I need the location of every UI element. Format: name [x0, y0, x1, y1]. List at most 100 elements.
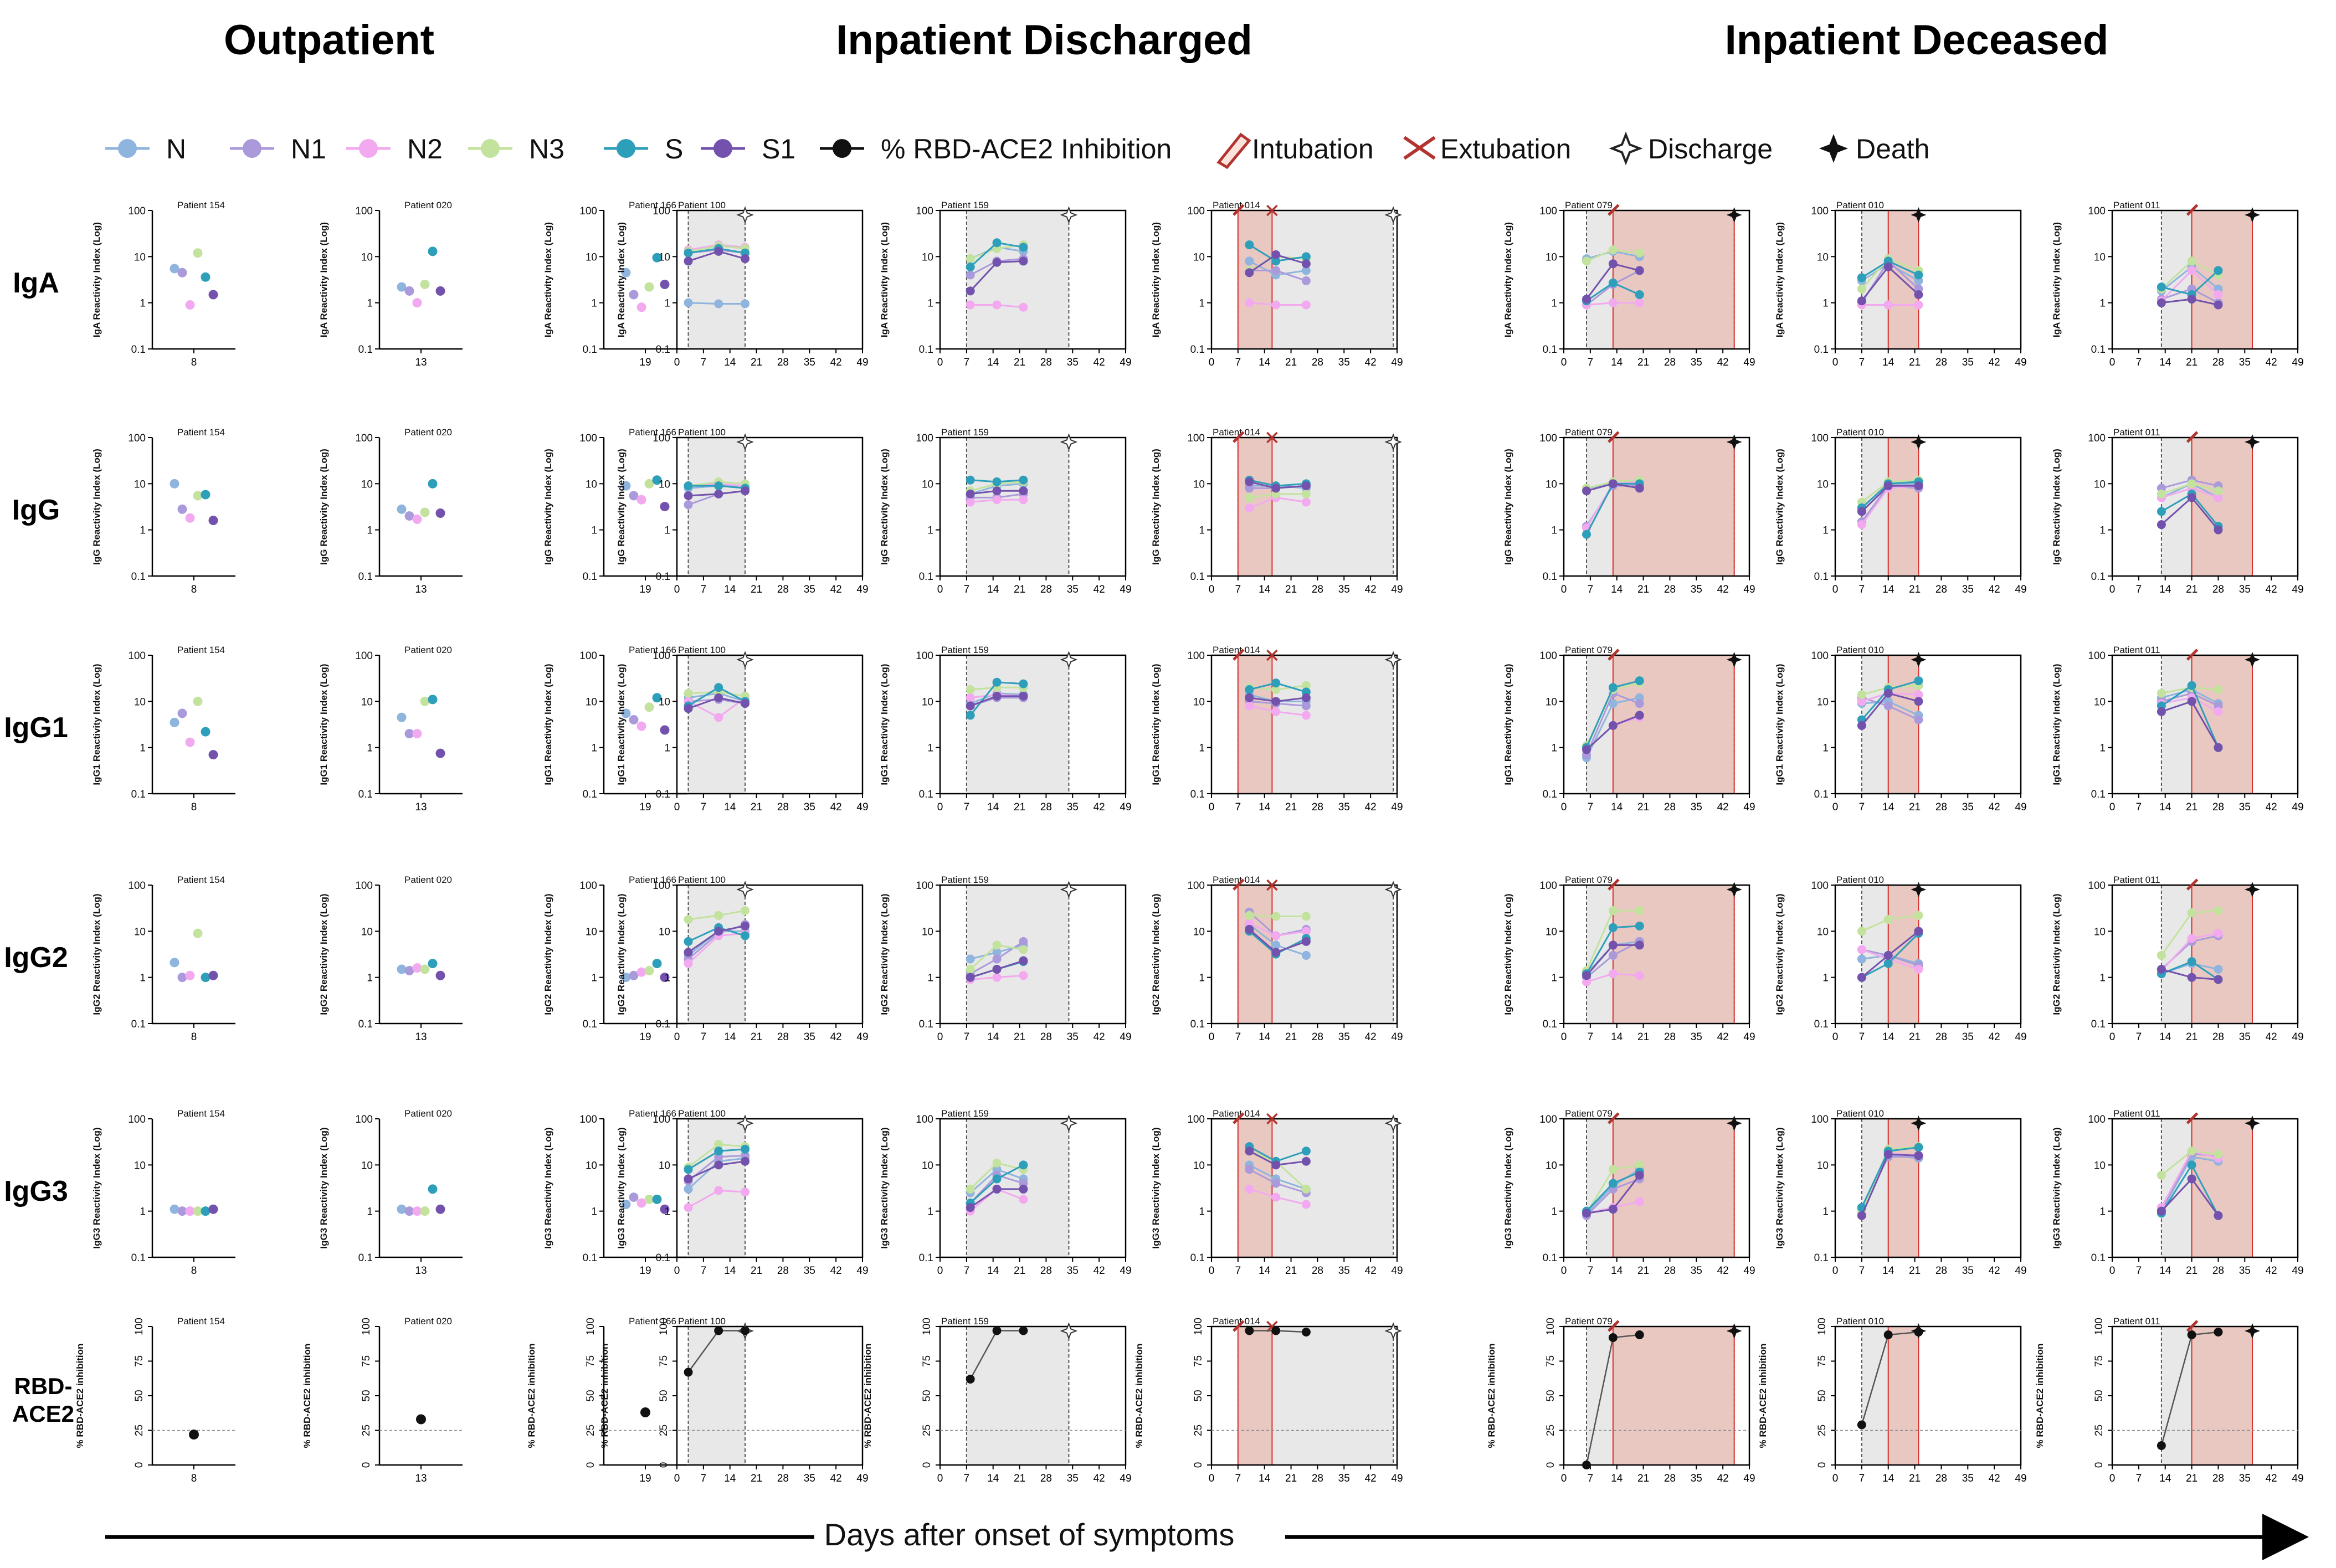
rbd-point — [741, 1326, 750, 1335]
x-tick-label: 0 — [2109, 1473, 2116, 1484]
y-tick-label: 100 — [585, 1318, 597, 1335]
y-tick-label: 25 — [2093, 1425, 2105, 1436]
x-tick-label: 42 — [1717, 1473, 1729, 1484]
point-s1 — [1582, 1209, 1591, 1218]
point-s1 — [741, 486, 750, 496]
point-s1 — [435, 748, 445, 758]
panel-patient-011-iga: 0.1 1 10 100 IgA Reactivity Index (Log) Patie… — [2051, 200, 2304, 368]
x-tick-label: 21 — [1014, 357, 1025, 368]
point-n2 — [1914, 964, 1923, 974]
x-tick-label: 0 — [937, 1473, 943, 1484]
x-tick-label: 14 — [724, 1473, 736, 1484]
y-tick-label: 0.1 — [131, 789, 146, 800]
y-tick-label: 0.1 — [2091, 571, 2106, 583]
y-tick-label: 100 — [2088, 1114, 2106, 1125]
patient-label: Patient 159 — [941, 875, 989, 885]
y-axis-label: % RBD-ACE2 inhibition — [1486, 1344, 1497, 1448]
x-tick-label: 7 — [701, 1473, 707, 1484]
x-tick-label: 28 — [1312, 1265, 1323, 1277]
x-tick-label: 42 — [830, 801, 842, 813]
x-tick-label: 0 — [1832, 357, 1839, 368]
point-s — [1914, 270, 1923, 280]
intubation-marker — [1608, 649, 1620, 661]
icu-shade — [1238, 210, 1272, 349]
point-s1 — [714, 927, 723, 936]
x-tick-label: 21 — [1285, 1473, 1297, 1484]
x-tick-label: 42 — [1093, 584, 1105, 595]
point-s — [201, 490, 211, 500]
discharge-marker — [1060, 1322, 1078, 1340]
x-tick-label: 13 — [415, 801, 427, 813]
point-n3 — [1271, 685, 1281, 695]
x-tick-label: 14 — [1882, 357, 1895, 368]
x-tick-label: 14 — [1611, 801, 1623, 813]
point-s1 — [1635, 266, 1644, 275]
point-n1 — [177, 504, 187, 514]
point-n3 — [193, 1206, 203, 1216]
hospital-shade — [966, 655, 1069, 794]
point-s1 — [435, 970, 445, 980]
point-s1 — [966, 489, 975, 498]
y-tick-label: 0.1 — [131, 1019, 146, 1030]
legend-item-n1: N1 — [230, 133, 326, 164]
patient-label: Patient 079 — [1565, 1316, 1613, 1327]
panel-patient-011-igg2: 0.1 1 10 100 IgG2 Reactivity Index (Log) Pati… — [2051, 875, 2304, 1043]
x-tick-label: 35 — [1067, 584, 1079, 595]
x-tick-label: 13 — [415, 357, 427, 368]
x-tick-label: 28 — [1040, 584, 1052, 595]
legend-label: % RBD-ACE2 Inhibition — [881, 133, 1172, 164]
y-tick-label: 100 — [128, 1114, 146, 1125]
x-tick-label: 0 — [1832, 1473, 1839, 1484]
point-s1 — [684, 256, 693, 266]
point-s1 — [1582, 745, 1591, 754]
y-tick-label: 100 — [653, 433, 670, 444]
x-tick-label: 0 — [1561, 357, 1567, 368]
y-tick-label: 0.1 — [1814, 789, 1829, 800]
point-s1 — [714, 246, 723, 256]
y-tick-label: 10 — [1193, 696, 1205, 708]
x-tick-label: 14 — [987, 1473, 999, 1484]
patient-label: Patient 014 — [1213, 875, 1260, 885]
y-tick-label: 100 — [1545, 1318, 1557, 1335]
x-tick-label: 21 — [1637, 1031, 1649, 1043]
y-tick-label: 75 — [1193, 1355, 1204, 1367]
x-tick-label: 28 — [1040, 357, 1052, 368]
y-tick-label: 10 — [922, 926, 933, 938]
y-tick-label: 0 — [1193, 1462, 1204, 1468]
x-tick-label: 0 — [674, 584, 680, 595]
x-tick-label: 49 — [1120, 1031, 1131, 1043]
point-n3 — [1608, 906, 1618, 916]
legend-item-s1: S1 — [701, 133, 795, 164]
y-tick-label: 1 — [664, 298, 670, 310]
x-tick-label: 28 — [1040, 1473, 1052, 1484]
x-tick-label: 42 — [1365, 1265, 1377, 1277]
x-tick-label: 49 — [2292, 1473, 2303, 1484]
y-tick-label: 10 — [361, 1160, 373, 1171]
point-s — [992, 1174, 1002, 1184]
intubation-marker — [1608, 204, 1620, 216]
x-tick-label: 7 — [1859, 584, 1865, 595]
y-tick-label: 1 — [591, 1206, 597, 1218]
y-tick-label: 50 — [361, 1390, 372, 1401]
point-n3 — [684, 915, 693, 924]
x-tick-label: 28 — [1040, 1031, 1052, 1043]
point-n3 — [420, 507, 430, 517]
point-n3 — [966, 1184, 975, 1194]
y-tick-label: 1 — [367, 298, 373, 310]
x-tick-label: 14 — [2159, 801, 2171, 813]
point-s — [1245, 685, 1254, 695]
point-s1 — [1857, 507, 1866, 516]
x-tick-label: 14 — [1611, 1031, 1623, 1043]
x-tick-label: 7 — [1588, 357, 1594, 368]
patient-label: Patient 011 — [2113, 875, 2160, 885]
y-tick-label: 0.1 — [583, 571, 597, 583]
x-tick-label: 13 — [415, 1265, 427, 1277]
point-s — [201, 272, 211, 282]
y-axis-label: IgG1 Reactivity Index (Log) — [91, 664, 102, 785]
panel-patient-014-iga: 0.1 1 10 100 IgA Reactivity Index (Log) Patie… — [1151, 200, 1403, 368]
x-tick-label: 42 — [1989, 357, 2000, 368]
point-n1 — [629, 290, 639, 300]
y-axis-label: IgA Reactivity Index (Log) — [543, 222, 553, 337]
